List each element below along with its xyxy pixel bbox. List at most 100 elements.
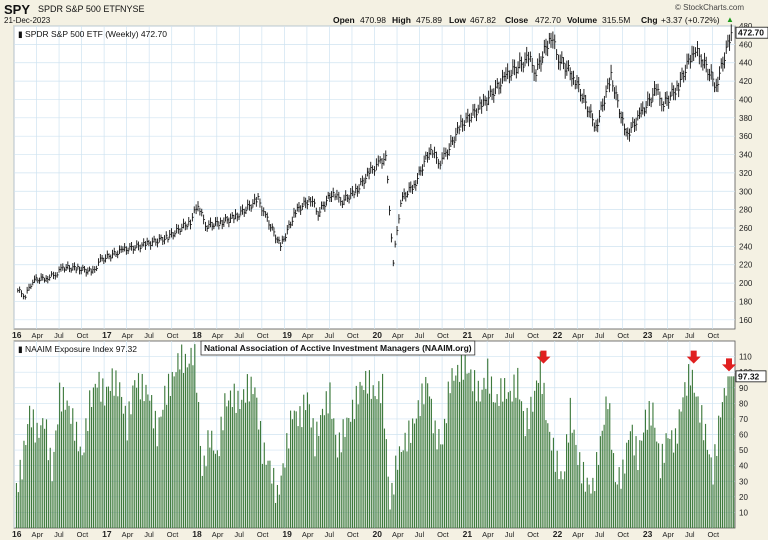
naaim-bar	[519, 399, 521, 528]
naaim-bar	[267, 460, 269, 528]
price-y-tick-label: 420	[739, 77, 753, 86]
naaim-bar	[688, 364, 690, 528]
volume-value: 315.5M	[602, 15, 631, 25]
naaim-x-tick-label: Jul	[505, 530, 515, 539]
naaim-bar	[412, 418, 414, 528]
naaim-bar	[526, 407, 528, 528]
naaim-bar	[305, 410, 307, 528]
naaim-bar	[532, 411, 534, 528]
price-x-tick-label: Apr	[32, 331, 44, 340]
naaim-bar	[224, 393, 226, 528]
price-y-tick-label: 360	[739, 132, 753, 141]
naaim-bar	[325, 391, 327, 528]
naaim-bar	[511, 401, 513, 528]
naaim-bar	[442, 444, 444, 528]
price-x-tick-label: Apr	[662, 331, 674, 340]
naaim-bar	[428, 396, 431, 528]
naaim-bar	[276, 484, 278, 528]
naaim-bar	[244, 402, 247, 528]
naaim-bar	[582, 461, 585, 528]
naaim-bar	[196, 392, 198, 528]
naaim-x-tick-label: Jul	[415, 530, 425, 539]
naaim-x-tick-label: Oct	[167, 530, 180, 539]
naaim-bar	[490, 376, 493, 528]
naaim-bar	[160, 416, 162, 528]
naaim-bar	[558, 479, 560, 528]
naaim-bar	[592, 477, 594, 528]
naaim-bar	[318, 435, 320, 528]
naaim-bar	[716, 455, 718, 528]
naaim-bar	[218, 456, 220, 528]
naaim-x-tick-label: Apr	[482, 530, 494, 539]
naaim-bar	[252, 394, 254, 528]
price-x-tick-label: Oct	[437, 331, 450, 340]
naaim-bar	[562, 479, 564, 528]
naaim-bar	[222, 430, 224, 528]
naaim-x-tick-label: 22	[553, 529, 563, 539]
naaim-bar	[723, 388, 725, 528]
naaim-bar	[188, 363, 190, 528]
naaim-bar	[320, 415, 322, 528]
naaim-bar	[312, 418, 314, 528]
naaim-bar	[117, 396, 119, 528]
price-x-tick-label: Apr	[122, 331, 134, 340]
naaim-bar	[290, 410, 292, 528]
naaim-bar	[622, 459, 624, 528]
naaim-bar	[445, 423, 447, 528]
naaim-bar	[92, 387, 94, 528]
naaim-x-tick-label: Oct	[257, 530, 270, 539]
naaim-bar	[141, 373, 143, 528]
naaim-x-tick-label: Apr	[572, 530, 584, 539]
naaim-bar	[704, 423, 707, 528]
naaim-bar	[243, 389, 245, 528]
price-y-tick-label: 240	[739, 242, 753, 251]
naaim-bar	[451, 368, 453, 528]
naaim-bar	[703, 440, 705, 528]
naaim-bar	[361, 385, 363, 528]
naaim-bar	[346, 417, 348, 528]
naaim-bar	[278, 494, 280, 528]
naaim-bar	[652, 402, 654, 528]
naaim-bar	[566, 434, 568, 528]
naaim-bar	[271, 483, 273, 528]
price-x-tick-label: Jul	[54, 331, 64, 340]
naaim-bar	[233, 383, 235, 528]
naaim-bar	[273, 467, 275, 528]
naaim-bar	[241, 399, 243, 528]
naaim-bar	[32, 409, 34, 528]
naaim-y-tick-label: 110	[739, 353, 752, 362]
naaim-bar	[537, 382, 539, 528]
price-x-tick-label: 16	[12, 330, 22, 340]
naaim-bar	[34, 442, 36, 528]
naaim-bar	[348, 418, 350, 528]
naaim-bar	[205, 466, 207, 528]
naaim-bar	[682, 397, 684, 528]
naaim-bar	[650, 425, 652, 528]
naaim-bar	[265, 464, 267, 528]
naaim-bar	[340, 452, 342, 528]
naaim-bar	[192, 365, 194, 528]
naaim-bar	[455, 375, 457, 528]
naaim-bar	[115, 370, 117, 528]
naaim-bar	[79, 446, 81, 528]
naaim-x-tick-label: 16	[12, 529, 22, 539]
naaim-bar	[487, 358, 489, 528]
naaim-last-value-label: 97.32	[738, 371, 760, 381]
naaim-bar	[524, 436, 526, 528]
naaim-bar	[70, 423, 72, 528]
chart-date: 21-Dec-2023	[4, 16, 51, 25]
chg-label: Chg	[641, 15, 658, 25]
price-x-tick-label: Jul	[685, 331, 695, 340]
naaim-x-tick-label: Oct	[527, 530, 540, 539]
naaim-bar	[453, 380, 455, 528]
naaim-bar	[432, 433, 434, 528]
naaim-bar	[299, 406, 301, 528]
naaim-bar	[534, 390, 536, 528]
naaim-y-tick-label: 20	[739, 493, 748, 502]
naaim-bar	[468, 372, 470, 528]
naaim-bar	[344, 436, 346, 528]
naaim-x-tick-label: 23	[643, 529, 653, 539]
naaim-bar	[530, 396, 532, 528]
naaim-bar	[40, 425, 42, 528]
naaim-bar	[162, 409, 164, 528]
